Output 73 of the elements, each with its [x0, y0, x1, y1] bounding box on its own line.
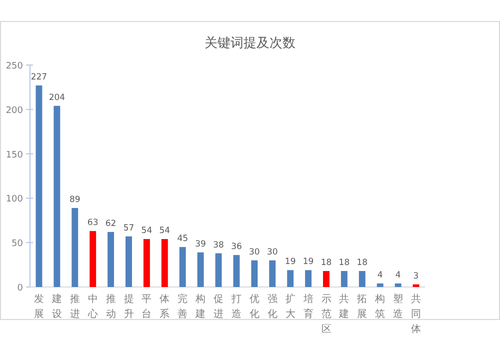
data-label: 18 — [338, 258, 350, 268]
y-tick-label: 0 — [17, 284, 24, 294]
x-tick-label: 发展 — [34, 294, 44, 320]
data-label: 54 — [159, 226, 170, 236]
x-tick-label: 构建 — [194, 293, 206, 320]
x-tick-label: 培育 — [302, 293, 314, 320]
bar — [269, 260, 276, 287]
data-label: 54 — [141, 226, 152, 236]
x-tick-label: 体系 — [160, 293, 170, 320]
bar — [161, 239, 168, 287]
data-label: 30 — [249, 247, 260, 258]
y-tick-label: 150 — [6, 150, 24, 160]
bar — [90, 231, 96, 287]
data-label: 36 — [231, 242, 242, 252]
bar — [358, 271, 366, 287]
bar — [412, 284, 420, 287]
data-label: 18 — [320, 258, 332, 268]
bar — [197, 252, 204, 287]
bar — [36, 85, 42, 287]
y-tick-label: 100 — [6, 194, 24, 205]
data-label: 57 — [123, 223, 134, 234]
x-tick-label: 中心 — [86, 293, 98, 320]
data-label: 89 — [69, 194, 80, 205]
bar — [394, 283, 402, 287]
bar — [233, 255, 240, 287]
bar — [340, 271, 348, 287]
data-label: 4 — [377, 270, 383, 280]
data-label: 30 — [266, 247, 278, 258]
x-tick-label: 强化 — [267, 294, 278, 320]
bar — [251, 260, 258, 287]
x-tick-label: 拓展 — [356, 293, 368, 320]
data-label: 4 — [395, 270, 401, 280]
x-tick-label: 打造 — [230, 293, 242, 320]
x-tick-label: 优化 — [249, 294, 260, 320]
bar — [54, 106, 60, 287]
data-label: 19 — [302, 257, 314, 268]
data-label: 3 — [413, 271, 419, 282]
y-tick-label: 50 — [12, 239, 24, 250]
x-tick-label: 建设 — [50, 293, 62, 320]
data-label: 227 — [30, 72, 48, 82]
data-label: 62 — [105, 218, 116, 229]
x-tick-label: 平台 — [142, 294, 152, 320]
data-label: 45 — [177, 234, 188, 244]
x-tick-label: 推进 — [70, 293, 80, 320]
x-tick-label: 示范区 — [321, 294, 332, 335]
bar — [215, 253, 222, 287]
x-tick-label: 共同体 — [411, 293, 422, 335]
bar — [72, 208, 78, 287]
bar — [143, 239, 150, 287]
x-tick-label: 扩大 — [285, 293, 296, 320]
data-label: 39 — [195, 239, 206, 250]
data-label: 204 — [48, 92, 66, 103]
bar — [287, 270, 294, 287]
y-tick-label: 200 — [6, 106, 24, 116]
x-tick-label: 推动 — [106, 293, 116, 320]
x-tick-label: 促进 — [214, 294, 224, 320]
bar — [305, 270, 312, 287]
x-tick-label: 完善 — [178, 293, 188, 320]
bar — [179, 247, 186, 287]
chart-title: 关键词提及次数 — [204, 36, 296, 51]
bar — [376, 283, 384, 287]
data-label: 18 — [356, 258, 368, 268]
x-tick-label: 构筑 — [374, 293, 386, 320]
data-label: 19 — [284, 257, 296, 268]
data-label: 38 — [213, 240, 224, 250]
x-tick-label: 共建 — [338, 293, 350, 320]
bar — [108, 232, 114, 287]
x-tick-label: 提升 — [124, 293, 134, 320]
x-tick-label: 塑造 — [393, 293, 404, 320]
bar — [126, 236, 132, 287]
data-label: 63 — [87, 218, 98, 228]
bar — [323, 271, 330, 287]
y-tick-label: 250 — [6, 62, 24, 72]
